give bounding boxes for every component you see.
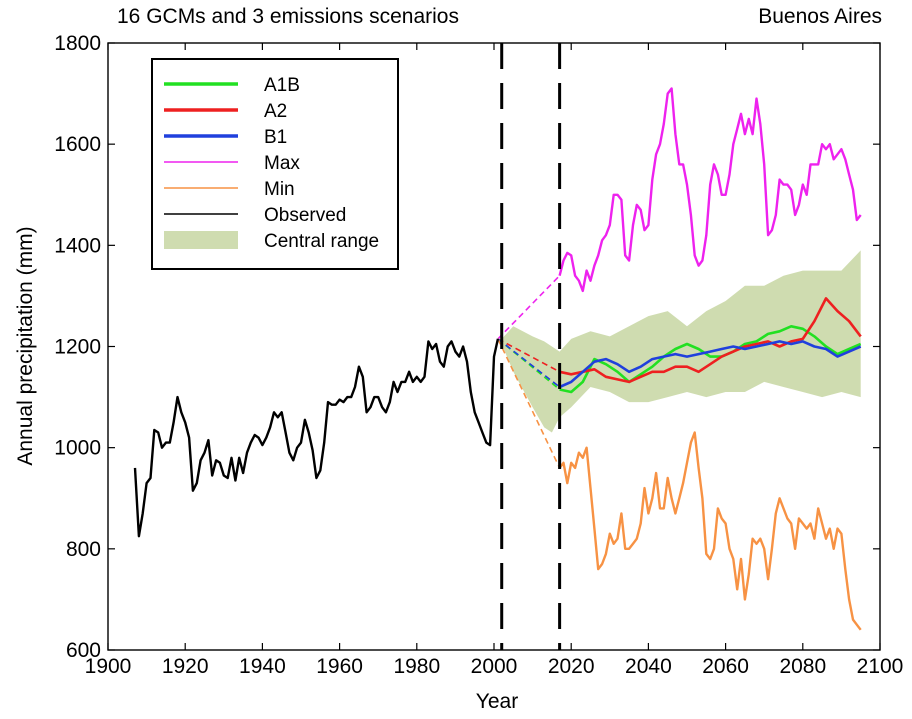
connector-b1 xyxy=(497,338,561,388)
y-tick-label: 1400 xyxy=(54,234,101,257)
legend-label-a1b: A1B xyxy=(264,75,300,96)
x-tick-label: 2000 xyxy=(471,655,518,678)
central-range-layer xyxy=(501,250,861,433)
axes xyxy=(107,42,881,651)
tick-labels: 1900 1920 1940 1960 1980 2000 2020 2040 2060 2080… xyxy=(54,32,903,678)
chart-title: 16 GCMs and 3 emissions scenarios xyxy=(117,5,459,28)
legend-label-central-range: Central range xyxy=(264,231,379,252)
location-title: Buenos Aires xyxy=(758,5,882,28)
connector-min xyxy=(497,338,561,469)
dashed-connector-layer xyxy=(497,275,561,469)
series-line-b1 xyxy=(559,340,862,389)
x-tick-label: 2020 xyxy=(548,655,595,678)
x-tick-label: 2060 xyxy=(702,655,749,678)
x-tick-label: 1940 xyxy=(239,655,286,678)
series-line-max xyxy=(558,87,862,293)
x-tick-label: 1980 xyxy=(393,655,440,678)
legend-label-a2: A2 xyxy=(264,101,287,122)
x-tick-label: 1920 xyxy=(162,655,209,678)
series-line-a1b xyxy=(559,324,862,394)
y-tick-label: 1800 xyxy=(54,32,101,55)
connector-a2 xyxy=(497,338,560,373)
x-tick-label: 2040 xyxy=(625,655,672,678)
x-tick-label: 2080 xyxy=(779,655,826,678)
y-tick-label: 1200 xyxy=(54,336,101,359)
legend-swatch-central-range xyxy=(164,231,238,249)
series-line-a2 xyxy=(559,297,862,384)
x-axis-label: Year xyxy=(475,690,519,713)
y-tick-label: 800 xyxy=(66,538,101,561)
y-axis-label: Annual precipitation (mm) xyxy=(14,226,37,466)
legend-label-observed: Observed xyxy=(264,205,346,226)
legend: A1B A2 B1 Max Min Observed Central range xyxy=(151,58,399,270)
y-tick-label: 1600 xyxy=(54,133,101,156)
y-tick-label: 600 xyxy=(66,639,101,662)
series-line-observed xyxy=(133,338,500,538)
vertical-dashed-lines xyxy=(500,43,562,650)
x-tick-label: 1900 xyxy=(85,655,132,678)
series-line-min xyxy=(558,431,862,631)
connector-max xyxy=(497,275,561,340)
x-tick-label: 1960 xyxy=(316,655,363,678)
y-tick-label: 1000 xyxy=(54,437,101,460)
legend-label-min: Min xyxy=(264,179,295,200)
central-range-band xyxy=(501,250,861,433)
x-tick-label: 2100 xyxy=(857,655,904,678)
legend-label-b1: B1 xyxy=(264,127,287,148)
series-layer xyxy=(133,87,862,631)
legend-label-max: Max xyxy=(264,153,300,174)
